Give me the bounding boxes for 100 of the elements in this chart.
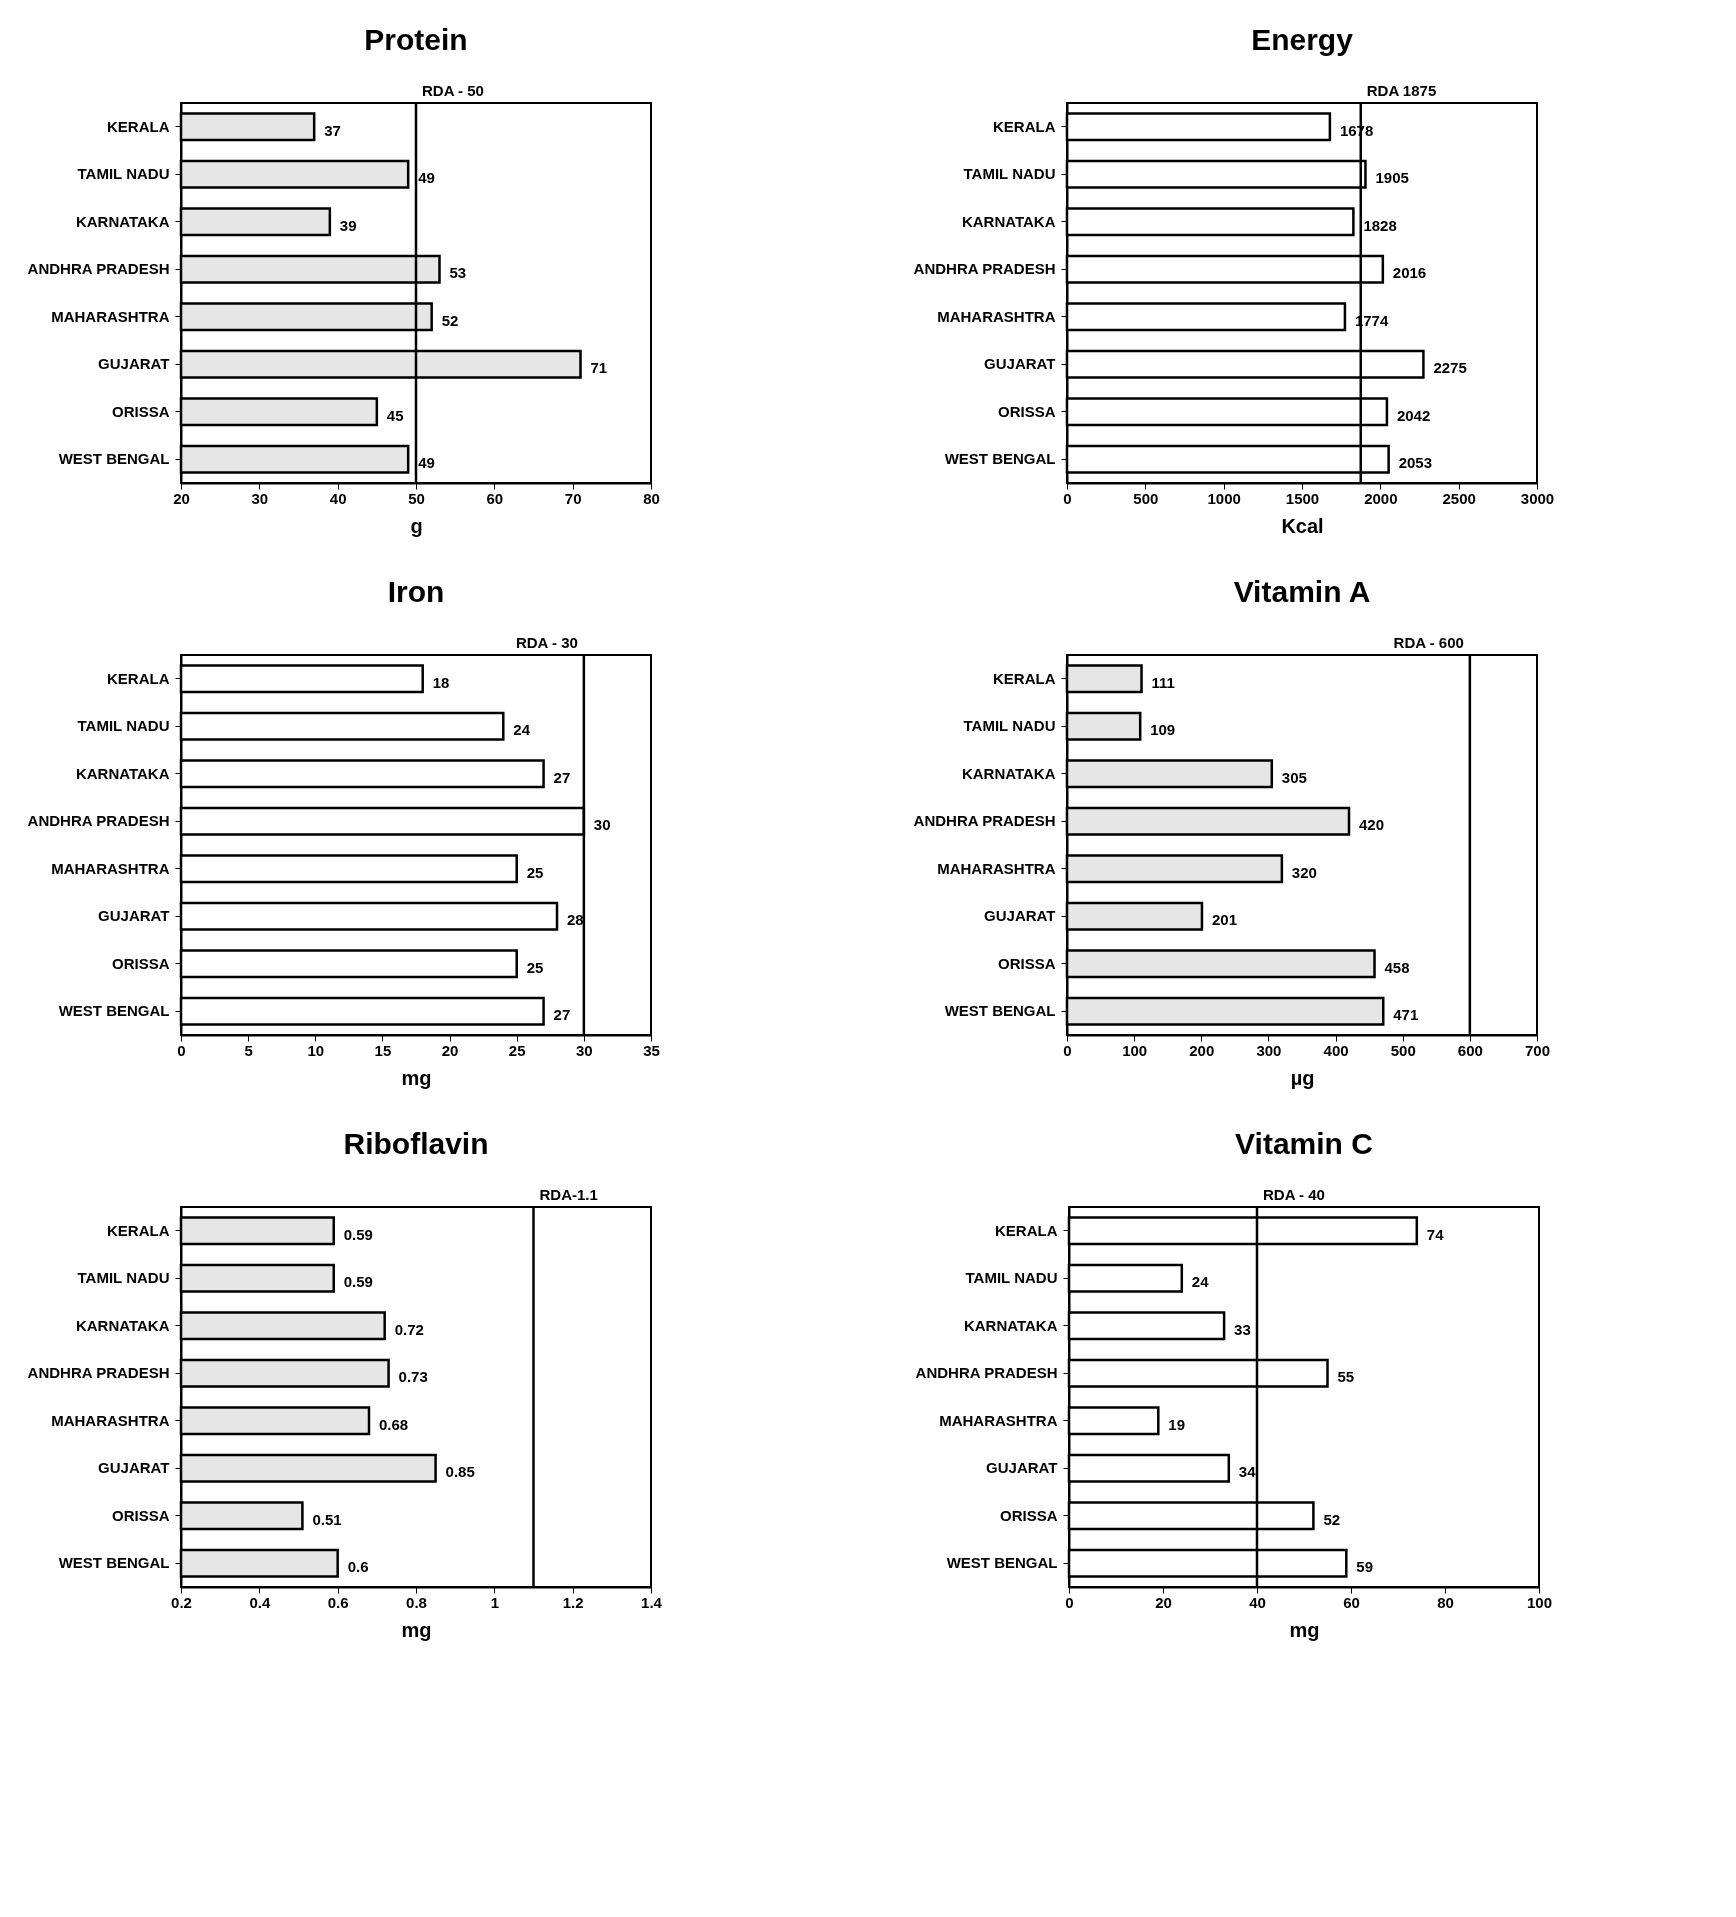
y-tick-label: MAHARASHTRA: [937, 307, 1056, 325]
data-label: 19: [1168, 1415, 1185, 1433]
data-label: 111: [1151, 673, 1175, 691]
chart-title: Vitamin C: [1235, 1127, 1373, 1160]
data-label: 109: [1150, 721, 1176, 739]
y-tick-label: ANDHRA PRADESH: [913, 260, 1056, 278]
data-label: 2275: [1433, 359, 1467, 377]
ref-line-label: RDA-1.1: [539, 1186, 598, 1203]
data-label: 18: [432, 673, 450, 691]
y-tick-label: ANDHRA PRADESH: [913, 812, 1056, 830]
x-tick-label: 80: [643, 489, 660, 507]
x-tick-label: 30: [251, 489, 269, 507]
data-label: 53: [449, 264, 467, 282]
data-label: 0.51: [312, 1510, 342, 1528]
data-label: 49: [418, 169, 435, 187]
x-tick-label: 40: [329, 489, 347, 507]
data-label: 25: [526, 958, 544, 976]
data-label: 49: [418, 454, 435, 472]
x-tick-label: 100: [1122, 1041, 1148, 1059]
y-tick-label: MAHARASHTRA: [51, 1411, 170, 1429]
x-tick-label: 80: [1437, 1593, 1454, 1611]
y-tick-label: TAMIL NADU: [963, 717, 1056, 735]
y-tick-label: GUJARAT: [986, 1459, 1058, 1477]
x-tick-label: 3000: [1520, 489, 1555, 507]
y-tick-label: ANDHRA PRADESH: [27, 260, 170, 278]
x-tick-label: 70: [564, 489, 582, 507]
y-tick-label: KARNATAKA: [961, 764, 1056, 782]
x-tick-label: 1.2: [562, 1593, 584, 1611]
y-tick-label: KERALA: [993, 669, 1056, 687]
x-tick-label: 2000: [1364, 489, 1398, 507]
x-tick-label: 60: [486, 489, 504, 507]
y-tick-label: ORISSA: [111, 402, 170, 420]
x-tick-label: 20: [441, 1041, 459, 1059]
x-axis-title: g: [410, 514, 423, 537]
y-tick-label: TAMIL NADU: [77, 1269, 170, 1287]
chart-title: Protein: [364, 23, 468, 56]
data-label: 52: [1323, 1510, 1341, 1528]
y-tick-label: WEST BENGAL: [58, 450, 170, 468]
y-tick-label: KARNATAKA: [75, 1316, 170, 1334]
chart-title: Vitamin A: [1233, 575, 1371, 608]
x-tick-label: 100: [1526, 1593, 1553, 1611]
data-label: 55: [1337, 1368, 1355, 1386]
x-tick-label: 500: [1390, 1041, 1416, 1059]
x-tick-label: 0.4: [249, 1593, 271, 1611]
data-label: 52: [441, 311, 459, 329]
chart-title: Riboflavin: [343, 1127, 489, 1160]
y-tick-label: GUJARAT: [98, 907, 170, 925]
chart-title: Energy: [1251, 23, 1354, 56]
x-tick-label: 500: [1133, 489, 1159, 507]
y-tick-label: WEST BENGAL: [58, 1002, 170, 1020]
x-tick-label: 10: [307, 1041, 325, 1059]
x-tick-label: 15: [374, 1041, 392, 1059]
data-label: 30: [593, 816, 611, 834]
x-tick-label: 1000: [1207, 489, 1241, 507]
y-tick-label: ORISSA: [999, 1506, 1058, 1524]
y-tick-label: ORISSA: [997, 402, 1056, 420]
x-tick-label: 40: [1249, 1593, 1266, 1611]
data-label: 24: [1191, 1273, 1210, 1291]
data-label: 1905: [1375, 169, 1409, 187]
x-tick-label: 600: [1457, 1041, 1483, 1059]
data-label: 0.68: [379, 1415, 409, 1433]
x-tick-label: 35: [643, 1041, 660, 1059]
y-tick-label: KERALA: [107, 117, 170, 135]
x-tick-label: 60: [1343, 1593, 1360, 1611]
y-tick-label: KARNATAKA: [75, 764, 170, 782]
x-tick-label: 0.6: [327, 1593, 349, 1611]
x-tick-label: 0.8: [406, 1593, 427, 1611]
y-tick-label: KARNATAKA: [963, 1316, 1058, 1334]
chart-title: Iron: [387, 575, 445, 608]
y-tick-label: WEST BENGAL: [944, 450, 1056, 468]
y-tick-label: KERALA: [107, 1221, 170, 1239]
y-tick-label: MAHARASHTRA: [51, 859, 170, 877]
data-label: 28: [567, 911, 584, 929]
data-label: 45: [386, 406, 404, 424]
x-tick-label: 5: [244, 1041, 253, 1059]
x-tick-label: 0: [1063, 489, 1072, 507]
x-tick-label: 200: [1189, 1041, 1215, 1059]
data-label: 34: [1238, 1463, 1257, 1481]
x-tick-label: 1: [490, 1593, 500, 1611]
data-label: 71: [590, 359, 608, 377]
data-label: 305: [1281, 768, 1307, 786]
y-tick-label: WEST BENGAL: [946, 1554, 1058, 1572]
data-label: 33: [1234, 1320, 1251, 1338]
data-label: 27: [553, 1006, 571, 1024]
data-label: 1828: [1363, 216, 1397, 234]
data-label: 0.59: [343, 1225, 373, 1243]
y-tick-label: GUJARAT: [98, 1459, 170, 1477]
x-tick-label: 0: [1063, 1041, 1072, 1059]
data-label: 27: [553, 768, 571, 786]
y-tick-label: ANDHRA PRADESH: [27, 812, 170, 830]
y-tick-label: ANDHRA PRADESH: [27, 1364, 170, 1382]
x-axis-title: mg: [401, 1066, 432, 1089]
x-tick-label: 30: [576, 1041, 593, 1059]
y-tick-label: GUJARAT: [984, 355, 1056, 373]
y-tick-label: KERALA: [993, 117, 1056, 135]
y-tick-label: TAMIL NADU: [965, 1269, 1058, 1287]
y-tick-label: ORISSA: [997, 954, 1056, 972]
x-tick-label: 300: [1256, 1041, 1282, 1059]
x-axis-title: µg: [1290, 1066, 1315, 1089]
y-tick-label: KARNATAKA: [961, 212, 1056, 230]
